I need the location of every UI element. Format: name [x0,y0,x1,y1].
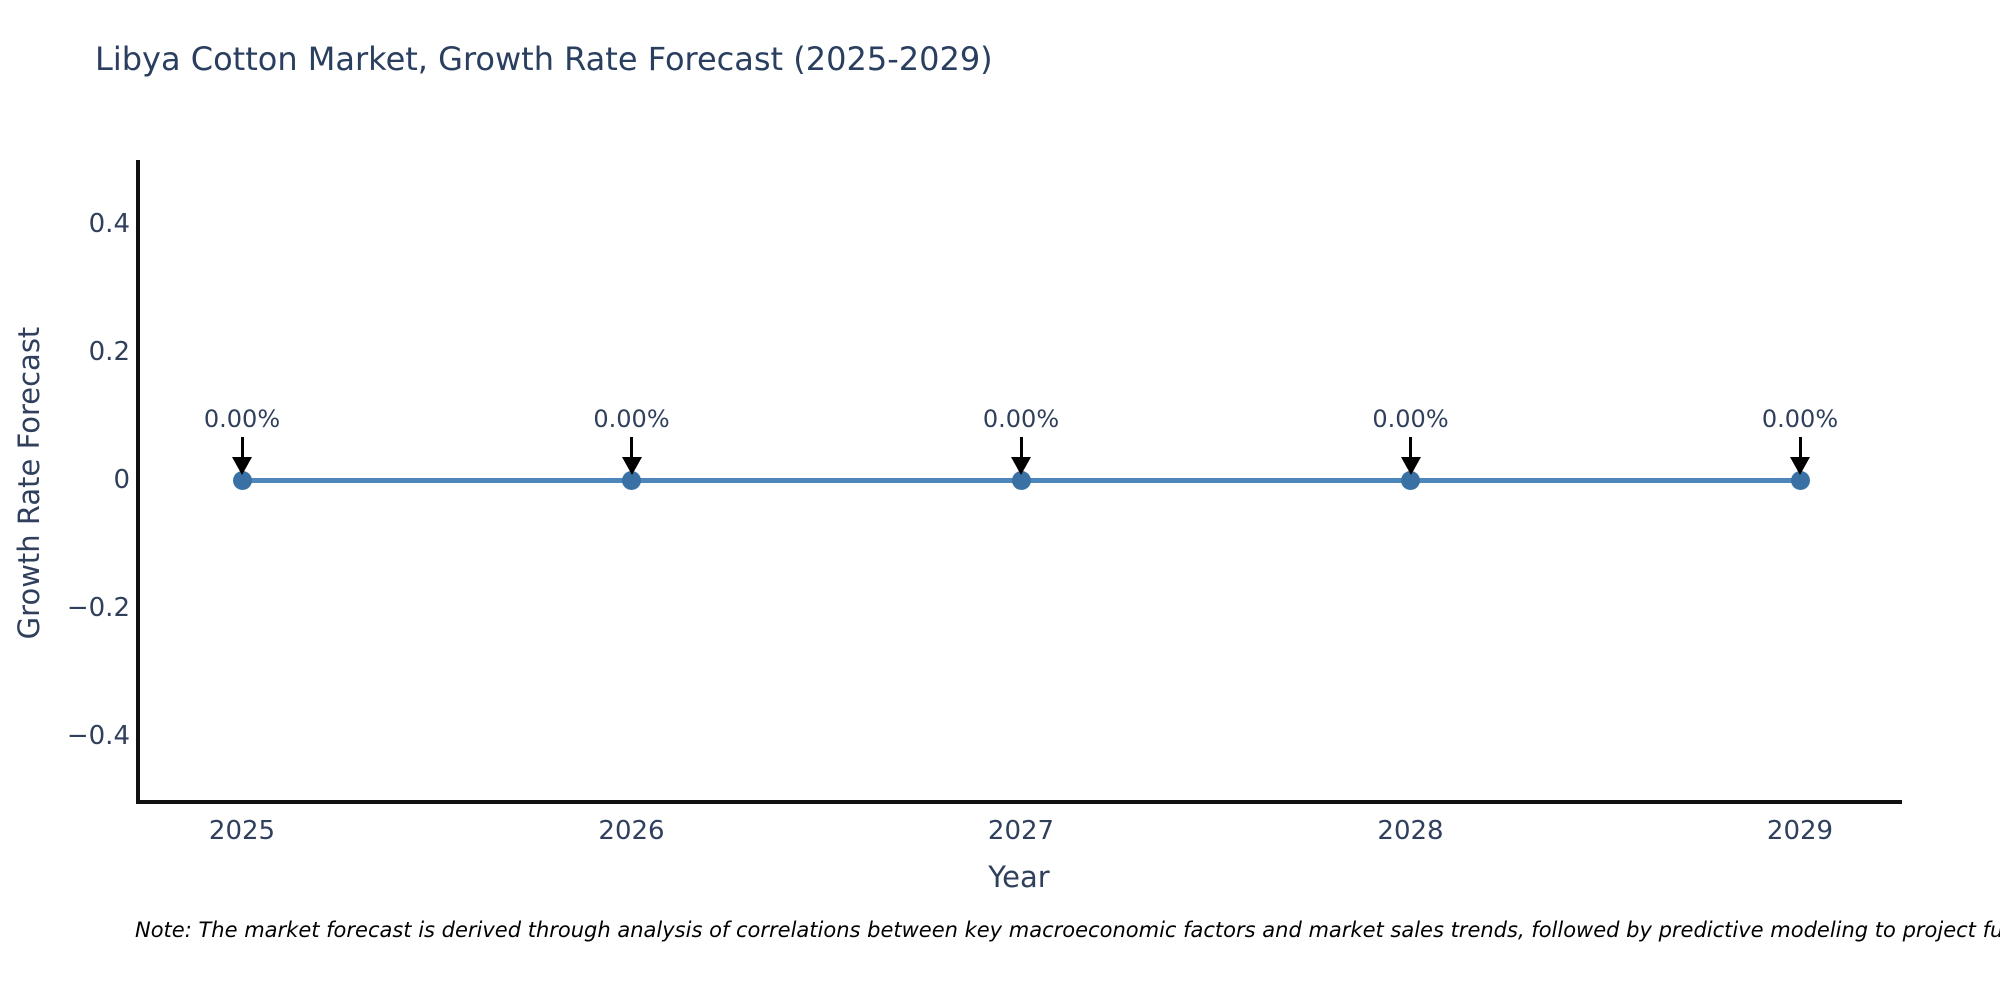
down-arrow-icon [630,437,633,459]
annotation-label: 0.00% [593,405,670,433]
data-point[interactable] [622,470,641,490]
y-tick-label: 0.2 [88,337,130,367]
down-arrow-icon [240,437,244,459]
point-annotation: 0.00% [1720,404,1880,476]
y-tick-label: 0 [113,465,130,495]
footnote: Note: The market forecast is derived thr… [135,918,2000,942]
data-point[interactable] [232,470,252,490]
annotation-label: 0.00% [203,405,281,433]
annotation-label: 0.00% [1372,405,1449,433]
down-arrow-icon [1409,437,1412,459]
annotation-label: 0.00% [1761,405,1839,433]
point-annotation: 0.00% [941,404,1101,476]
down-arrowhead-icon [1011,457,1031,475]
point-annotation: 0.00% [1331,404,1491,476]
y-tick-label: −0.2 [66,593,130,623]
down-arrowhead-icon [621,457,642,475]
data-point[interactable] [1401,470,1420,490]
x-tick-label: 2026 [598,816,665,846]
data-point[interactable] [1790,470,1810,490]
down-arrowhead-icon [1790,457,1810,475]
x-axis-title: Year [988,860,1050,894]
point-annotation: 0.00% [552,404,712,476]
point-annotation: 0.00% [162,404,322,476]
x-tick-label: 2025 [208,816,276,846]
down-arrowhead-icon [1400,457,1421,475]
y-tick-label: −0.4 [66,721,130,751]
x-tick-label: 2028 [1377,816,1444,846]
data-point[interactable] [1011,470,1031,490]
chart-title: Libya Cotton Market, Growth Rate Forecas… [95,40,993,78]
y-tick-label: 0.4 [88,209,130,239]
down-arrow-icon [1798,437,1802,459]
y-axis-line [136,160,140,804]
x-tick-label: 2027 [987,816,1055,846]
y-axis-title: Growth Rate Forecast [12,326,46,640]
down-arrowhead-icon [232,457,252,475]
x-tick-label: 2029 [1766,816,1834,846]
down-arrow-icon [1019,437,1023,459]
x-axis-line [136,800,1902,804]
annotation-label: 0.00% [982,405,1060,433]
